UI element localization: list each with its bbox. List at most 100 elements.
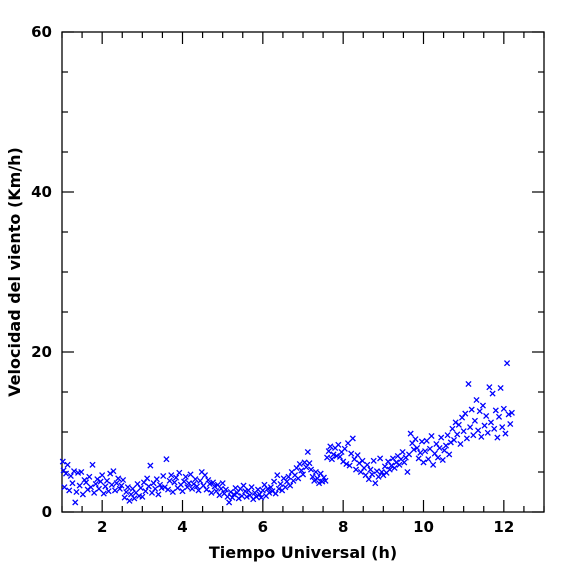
data-point <box>95 485 103 492</box>
data-point <box>222 486 229 493</box>
data-point <box>467 424 474 431</box>
data-point <box>272 490 279 497</box>
data-point <box>455 421 462 428</box>
data-point <box>208 489 215 496</box>
data-point <box>76 482 83 489</box>
data-point <box>73 488 80 496</box>
data-point <box>100 490 107 497</box>
data-point <box>499 424 506 431</box>
x-tick-label: 10 <box>413 518 434 536</box>
data-point <box>422 448 429 455</box>
data-point <box>298 467 305 474</box>
data-point <box>299 471 307 478</box>
data-point <box>373 468 380 475</box>
data-point <box>153 476 160 483</box>
data-point <box>470 432 477 439</box>
data-point <box>258 494 265 501</box>
data-point <box>417 449 424 456</box>
data-point <box>142 488 149 495</box>
data-point <box>238 492 246 500</box>
data-point <box>59 458 66 465</box>
data-point <box>502 430 509 437</box>
data-point <box>306 460 313 467</box>
data-point <box>197 477 204 484</box>
data-point <box>87 484 94 491</box>
data-point <box>325 448 332 455</box>
data-point <box>367 466 374 473</box>
data-point <box>412 436 419 443</box>
data-point <box>230 491 237 498</box>
data-point <box>137 484 144 492</box>
data-point <box>497 384 504 392</box>
data-point <box>359 457 366 464</box>
data-point <box>69 480 76 487</box>
data-point <box>119 476 127 484</box>
data-point <box>229 494 236 501</box>
y-tick-label: 60 <box>31 23 52 41</box>
data-point <box>113 480 120 487</box>
data-point <box>327 443 334 450</box>
data-point <box>484 429 491 436</box>
data-point <box>481 422 488 429</box>
data-point <box>348 450 355 457</box>
data-point <box>307 466 315 473</box>
data-point <box>192 476 199 483</box>
data-point <box>309 473 316 480</box>
data-point <box>486 384 493 391</box>
data-point <box>404 468 411 476</box>
data-point <box>62 470 70 477</box>
x-tick-label: 8 <box>338 518 348 536</box>
data-point <box>489 390 496 397</box>
data-point <box>473 396 480 404</box>
data-point <box>274 472 281 479</box>
data-point <box>450 436 458 444</box>
data-point <box>64 461 71 468</box>
data-point <box>336 453 344 460</box>
data-point <box>349 435 356 442</box>
data-point <box>386 466 393 473</box>
data-point <box>123 488 130 496</box>
data-point <box>364 461 371 468</box>
data-point <box>312 468 319 476</box>
data-point <box>391 464 398 472</box>
data-point <box>505 411 512 418</box>
data-point <box>295 475 302 482</box>
data-point <box>377 455 384 462</box>
plot-frame <box>61 31 545 513</box>
data-point <box>226 499 233 506</box>
data-point <box>287 482 294 489</box>
data-point <box>428 432 435 440</box>
data-point <box>209 479 217 486</box>
data-point <box>500 405 507 412</box>
data-point <box>66 487 73 494</box>
data-point <box>79 491 86 498</box>
data-point <box>285 473 292 480</box>
data-point <box>259 487 266 494</box>
data-point <box>370 457 377 464</box>
data-point <box>164 486 172 493</box>
data-point <box>442 442 450 449</box>
data-point <box>103 477 111 484</box>
data-point <box>463 435 470 442</box>
data-point <box>330 451 337 458</box>
data-point <box>296 460 303 468</box>
data-point <box>195 487 202 494</box>
data-point <box>105 488 112 495</box>
data-point <box>414 444 421 452</box>
data-point <box>426 445 433 452</box>
data-point <box>475 427 482 434</box>
data-point <box>322 477 329 484</box>
data-point <box>67 472 74 480</box>
data-point <box>189 485 196 492</box>
data-point <box>507 420 514 428</box>
data-point <box>176 469 183 476</box>
data-point <box>264 485 271 492</box>
data-point <box>179 488 186 495</box>
data-point <box>144 475 151 482</box>
data-point <box>111 487 119 494</box>
data-point <box>277 480 284 488</box>
data-point <box>405 451 413 458</box>
y-tick-label: 40 <box>31 183 52 201</box>
data-point <box>492 407 499 414</box>
data-point <box>407 430 414 437</box>
